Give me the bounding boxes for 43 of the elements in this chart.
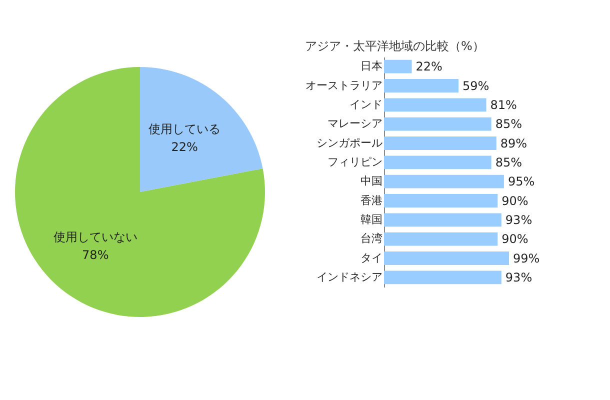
pie-slice bbox=[15, 67, 265, 317]
data-label: 81% bbox=[490, 98, 517, 112]
bar bbox=[384, 213, 502, 227]
y-tick-label: 中国 bbox=[360, 174, 382, 188]
bar bbox=[384, 174, 504, 188]
y-tick-label: 韓国 bbox=[360, 212, 382, 226]
slice-label: 使用していない bbox=[53, 230, 138, 244]
y-tick-label: インドネシア bbox=[316, 270, 382, 284]
data-label: 59% bbox=[462, 78, 490, 93]
y-tick-label: フィリピン bbox=[328, 155, 382, 168]
y-tick-label: 日本 bbox=[360, 60, 382, 73]
data-label: 22% bbox=[416, 60, 442, 74]
y-tick-label: インド bbox=[350, 98, 382, 111]
bar bbox=[384, 252, 509, 265]
y-tick-label: マレーシア bbox=[328, 117, 382, 130]
bar bbox=[384, 194, 498, 208]
bar bbox=[384, 270, 502, 284]
chart-title: アジア・太平洋地域の比較（%） bbox=[305, 39, 484, 53]
data-label: 85% bbox=[495, 117, 522, 132]
bar bbox=[384, 156, 492, 170]
bar bbox=[384, 60, 412, 74]
bar bbox=[384, 79, 458, 92]
data-label: 22% bbox=[171, 140, 198, 154]
bar bbox=[384, 98, 486, 112]
data-label: 85% bbox=[495, 155, 522, 170]
data-label: 93% bbox=[505, 270, 532, 284]
bar bbox=[384, 136, 496, 150]
data-label: 89% bbox=[500, 136, 528, 150]
y-tick-label: オーストラリア bbox=[306, 78, 382, 92]
pie-slice bbox=[140, 67, 263, 192]
data-label: 78% bbox=[82, 248, 109, 262]
data-label: 99% bbox=[513, 251, 540, 266]
bar bbox=[384, 117, 492, 131]
bar bbox=[384, 232, 498, 246]
data-label: 90% bbox=[502, 194, 528, 208]
slice-label: 使用している bbox=[148, 122, 221, 136]
data-label: 90% bbox=[502, 232, 528, 246]
data-label: 93% bbox=[505, 212, 532, 227]
y-tick-label: タイ bbox=[360, 251, 382, 264]
y-tick-label: 香港 bbox=[360, 194, 382, 207]
y-tick-label: シンガポール bbox=[316, 136, 382, 150]
data-label: 95% bbox=[508, 174, 535, 189]
y-tick-label: 台湾 bbox=[360, 232, 382, 246]
